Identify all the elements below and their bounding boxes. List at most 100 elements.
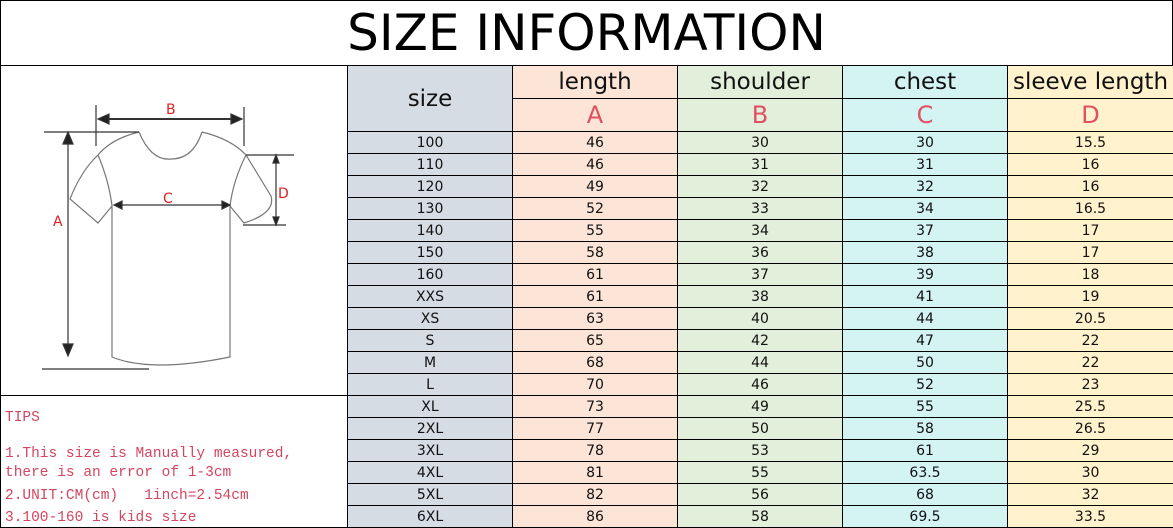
cell-size: XXS xyxy=(347,285,513,308)
cell-shoulder: 44 xyxy=(677,351,843,374)
cell-size: 150 xyxy=(347,241,513,264)
cell-shoulder: 38 xyxy=(677,285,843,308)
cell-chest: 41 xyxy=(842,285,1008,308)
cell-size: 140 xyxy=(347,219,513,242)
cell-sleeve-length: 20.5 xyxy=(1007,307,1173,330)
cell-size: 5XL xyxy=(347,483,513,506)
cell-length: 49 xyxy=(512,175,678,198)
cell-shoulder: 36 xyxy=(677,241,843,264)
cell-chest: 30 xyxy=(842,131,1008,154)
cell-sleeve-length: 22 xyxy=(1007,329,1173,352)
table-row: 5XL 82 56 68 32 xyxy=(347,483,1173,506)
cell-shoulder: 37 xyxy=(677,263,843,286)
cell-sleeve-length: 26.5 xyxy=(1007,417,1173,440)
letter-c: C xyxy=(842,98,1008,132)
cell-length: 46 xyxy=(512,131,678,154)
tip-line: there is an error of 1-3cm xyxy=(5,465,232,481)
table-row: XL 73 49 55 25.5 xyxy=(347,395,1173,418)
cell-chest: 68 xyxy=(842,483,1008,506)
table-row: XXS 61 38 41 19 xyxy=(347,285,1173,308)
table-row: 4XL 81 55 63.5 30 xyxy=(347,461,1173,484)
cell-length: 63 xyxy=(512,307,678,330)
tips-heading: TIPS xyxy=(5,410,40,426)
cell-chest: 63.5 xyxy=(842,461,1008,484)
cell-chest: 52 xyxy=(842,373,1008,396)
cell-chest: 39 xyxy=(842,263,1008,286)
table-row: 110 46 31 31 16 xyxy=(347,153,1173,176)
label-d: D xyxy=(278,186,289,202)
cell-shoulder: 40 xyxy=(677,307,843,330)
cell-length: 86 xyxy=(512,505,678,528)
cell-chest: 61 xyxy=(842,439,1008,462)
cell-sleeve-length: 19 xyxy=(1007,285,1173,308)
cell-size: 4XL xyxy=(347,461,513,484)
cell-size: S xyxy=(347,329,513,352)
tip-line: 2.UNIT:CM(cm) 1inch=2.54cm xyxy=(5,488,249,504)
label-b: B xyxy=(166,102,176,118)
cell-sleeve-length: 30 xyxy=(1007,461,1173,484)
cell-size: M xyxy=(347,351,513,374)
cell-length: 52 xyxy=(512,197,678,220)
cell-chest: 69.5 xyxy=(842,505,1008,528)
cell-sleeve-length: 17 xyxy=(1007,219,1173,242)
cell-length: 77 xyxy=(512,417,678,440)
cell-size: L xyxy=(347,373,513,396)
table-row: S 65 42 47 22 xyxy=(347,329,1173,352)
cell-shoulder: 56 xyxy=(677,483,843,506)
header-sleeve-length: sleeve length xyxy=(1007,65,1173,99)
cell-length: 46 xyxy=(512,153,678,176)
cell-length: 55 xyxy=(512,219,678,242)
cell-size: 2XL xyxy=(347,417,513,440)
header-chest: chest xyxy=(842,65,1008,99)
cell-chest: 50 xyxy=(842,351,1008,374)
cell-shoulder: 42 xyxy=(677,329,843,352)
table-row: 6XL 86 58 69.5 33.5 xyxy=(347,505,1173,528)
cell-chest: 38 xyxy=(842,241,1008,264)
cell-size: 100 xyxy=(347,131,513,154)
table-row: L 70 46 52 23 xyxy=(347,373,1173,396)
cell-sleeve-length: 17 xyxy=(1007,241,1173,264)
header-length: length xyxy=(512,65,678,99)
letter-b: B xyxy=(677,98,843,132)
cell-sleeve-length: 16 xyxy=(1007,153,1173,176)
header-shoulder: shoulder xyxy=(677,65,843,99)
cell-shoulder: 30 xyxy=(677,131,843,154)
cell-length: 70 xyxy=(512,373,678,396)
cell-sleeve-length: 32 xyxy=(1007,483,1173,506)
cell-shoulder: 32 xyxy=(677,175,843,198)
size-table: size length shoulder chest sleeve length… xyxy=(347,65,1173,528)
cell-chest: 47 xyxy=(842,329,1008,352)
cell-shoulder: 33 xyxy=(677,197,843,220)
cell-chest: 55 xyxy=(842,395,1008,418)
cell-chest: 44 xyxy=(842,307,1008,330)
cell-chest: 31 xyxy=(842,153,1008,176)
cell-sleeve-length: 22 xyxy=(1007,351,1173,374)
cell-sleeve-length: 15.5 xyxy=(1007,131,1173,154)
cell-chest: 58 xyxy=(842,417,1008,440)
table-row: 100 46 30 30 15.5 xyxy=(347,131,1173,154)
tips-panel: TIPS 1.This size is Manually measured, t… xyxy=(0,395,348,528)
cell-shoulder: 58 xyxy=(677,505,843,528)
cell-length: 61 xyxy=(512,263,678,286)
table-row: M 68 44 50 22 xyxy=(347,351,1173,374)
cell-size: 120 xyxy=(347,175,513,198)
label-c: C xyxy=(163,191,173,207)
tshirt-icon: A B C D xyxy=(42,102,294,370)
tip-line: 3.100-160 is kids size xyxy=(5,510,197,526)
cell-shoulder: 49 xyxy=(677,395,843,418)
table-row: 120 49 32 32 16 xyxy=(347,175,1173,198)
cell-length: 58 xyxy=(512,241,678,264)
cell-chest: 32 xyxy=(842,175,1008,198)
header-row: size length shoulder chest sleeve length xyxy=(347,65,1173,132)
table-row: 3XL 78 53 61 29 xyxy=(347,439,1173,462)
page-title: SIZE INFORMATION xyxy=(0,0,1173,66)
cell-size: 6XL xyxy=(347,505,513,528)
table-row: 150 58 36 38 17 xyxy=(347,241,1173,264)
cell-length: 73 xyxy=(512,395,678,418)
cell-length: 81 xyxy=(512,461,678,484)
table-row: 160 61 37 39 18 xyxy=(347,263,1173,286)
cell-size: 3XL xyxy=(347,439,513,462)
tshirt-measurement-diagram: A B C D xyxy=(0,65,348,396)
label-a: A xyxy=(53,214,63,230)
letter-d: D xyxy=(1007,98,1173,132)
